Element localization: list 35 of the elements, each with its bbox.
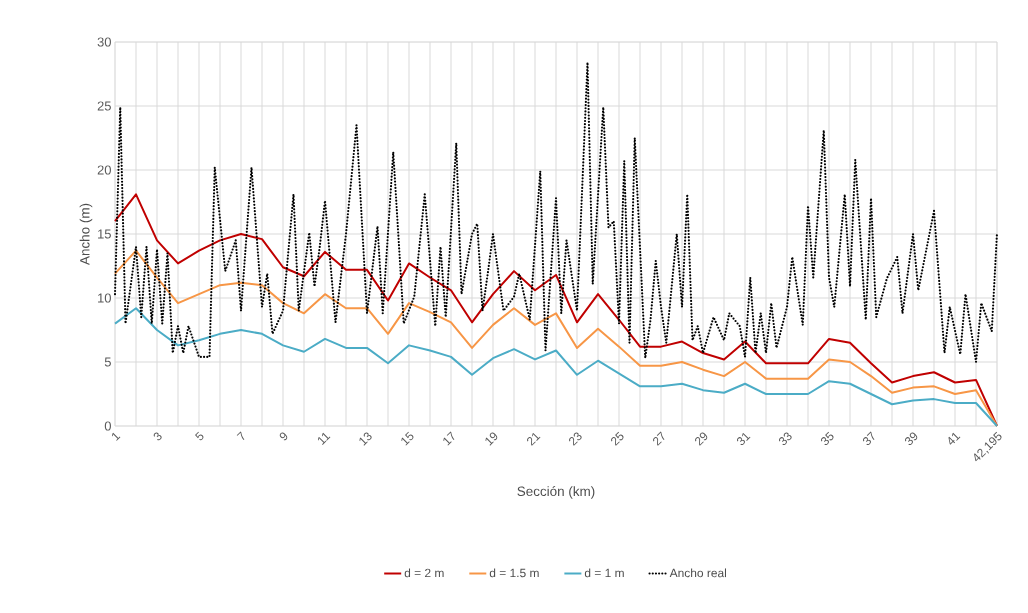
- x-tick-label: 19: [485, 432, 498, 446]
- legend-label: d = 1.5 m: [489, 568, 539, 578]
- y-tick-label: 20: [97, 165, 111, 175]
- x-tick-label: 41: [948, 432, 961, 445]
- x-tick-label: 37: [863, 431, 875, 446]
- x-axis-title: Sección (km): [517, 485, 595, 499]
- legend-label: d = 2 m: [404, 568, 444, 578]
- x-tick-label: 17: [443, 431, 455, 446]
- x-tick-label: 13: [359, 432, 372, 446]
- x-tick-label: 25: [611, 431, 624, 446]
- y-tick-label: 0: [104, 421, 111, 431]
- legend-label: d = 1 m: [584, 568, 624, 578]
- x-tick-label: 33: [779, 432, 792, 446]
- y-tick-label: 30: [97, 37, 111, 47]
- x-tick-label: 1: [112, 432, 121, 441]
- x-tick-label: 35: [821, 431, 834, 446]
- x-tick-label: 23: [569, 432, 582, 446]
- y-tick-label: 15: [98, 229, 111, 239]
- x-tick-label: 9: [279, 432, 288, 441]
- x-tick-label: 29: [695, 432, 708, 446]
- x-tick-label: 21: [527, 432, 541, 446]
- legend-label: Ancho real: [669, 568, 727, 578]
- y-tick-label: 5: [104, 357, 111, 367]
- y-axis-title: Ancho (m): [79, 203, 93, 265]
- x-tick-label: 15: [401, 431, 414, 446]
- x-tick-label: 27: [653, 431, 665, 446]
- x-tick-label: 39: [905, 432, 918, 446]
- y-tick-label: 10: [98, 293, 111, 303]
- x-tick-label: 11: [317, 432, 331, 445]
- y-tick-label: 25: [97, 101, 111, 111]
- x-tick-label: 5: [195, 431, 204, 441]
- x-tick-label: 7: [236, 431, 245, 440]
- x-tick-label: 31: [737, 432, 751, 446]
- x-tick-label: 3: [153, 432, 162, 441]
- line-series: [113, 61, 999, 364]
